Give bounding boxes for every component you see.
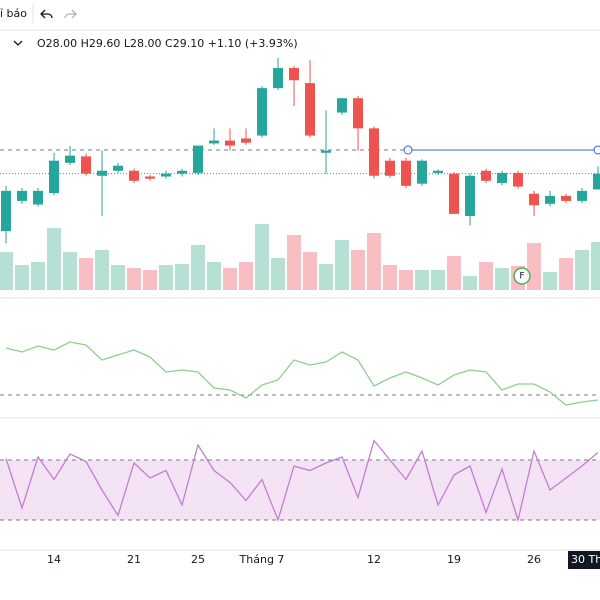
candle-body [433,170,443,173]
candle-body [321,150,331,153]
candle-body [385,160,395,176]
candle-body [593,173,600,190]
volume-bar [367,233,381,290]
volume-bar [591,242,600,290]
volume-bar [255,224,269,290]
volume-bar [159,265,173,290]
volume-bar [527,243,541,290]
candle-body [81,156,91,174]
candle-body [529,193,539,206]
candle-body [305,83,315,136]
volume-bar [287,235,301,290]
candle-body [97,170,107,176]
volume-bar [447,256,461,290]
candle-body [209,140,219,144]
candle-body [289,68,299,81]
indicator-line [5,341,599,406]
undo-button[interactable] [40,9,53,19]
redo-button[interactable] [64,9,77,19]
crosshair-date: 30 Thá [571,553,600,566]
candle-body [177,170,187,174]
volume-bar [559,258,573,290]
candle-body [465,175,475,217]
candle-body [481,170,491,181]
volume-bar [223,268,237,290]
volume-bar [303,252,317,290]
volume-bar [479,262,493,290]
collapse-legend[interactable] [13,40,23,46]
candle-body [257,88,267,136]
candle-body [369,128,379,176]
candle-body [1,190,11,232]
candle-body [241,138,251,143]
volume-bar [239,262,253,290]
volume-bar [431,270,445,290]
candle-body [401,160,411,186]
candle-body [33,190,43,205]
rsi-band [0,460,600,520]
volume-bar [335,240,349,290]
candle-body [545,195,555,204]
volume-bar [271,258,285,290]
volume-bar [31,262,45,290]
candle-body [161,173,171,177]
drawn-line-handle[interactable] [593,145,600,155]
drawn-line-handle[interactable] [403,145,413,155]
event-marker[interactable] [513,267,531,285]
volume-bar [575,250,589,290]
volume-bar [495,268,509,290]
volume-bar [63,252,77,290]
volume-bar [15,265,29,290]
volume-bar [127,268,141,290]
volume-bar [143,270,157,290]
x-tick-label: 25 [191,553,205,566]
candle-body [353,98,363,129]
volume-bar [79,258,93,290]
indicators-button[interactable]: ỉ báo [0,7,27,20]
rsi-line [5,439,599,523]
event-marker-letter: F [519,272,524,282]
candle-body [449,173,459,214]
volume-bar [383,265,397,290]
volume-bar [95,250,109,290]
candle-body [497,172,507,183]
volume-bar [399,270,413,290]
crosshair-date-box [568,551,600,569]
candle-body [113,165,123,171]
candle-body [145,176,155,179]
volume-bar [47,228,61,290]
volume-bar [319,264,333,290]
volume-bar [415,270,429,290]
candle-body [577,190,587,201]
volume-bar [543,272,557,290]
volume-bar [351,250,365,290]
candle-body [561,195,571,201]
x-tick-label: 26 [527,553,541,566]
volume-bar [0,252,13,290]
candle-body [273,68,283,89]
x-tick-label: 19 [447,553,461,566]
x-tick-label: 12 [367,553,381,566]
candle-body [417,160,427,184]
volume-bar [191,245,205,290]
x-tick-label: 14 [47,553,61,566]
volume-bar [207,262,221,290]
volume-bar [175,264,189,290]
candle-body [17,190,27,201]
candle-body [225,140,235,146]
x-tick-label: Tháng 7 [239,553,285,566]
candle-body [129,170,139,181]
ohlc-legend: O28.00 H29.60 L28.00 C29.10 +1.10 (+3.93… [37,37,298,50]
x-tick-label: 21 [127,553,141,566]
candle-body [49,160,59,194]
candle-body [337,98,347,113]
candle-body [65,155,75,163]
candle-body [513,172,523,187]
volume-bar [111,265,125,290]
volume-bar [463,276,477,290]
candle-body [193,145,203,173]
